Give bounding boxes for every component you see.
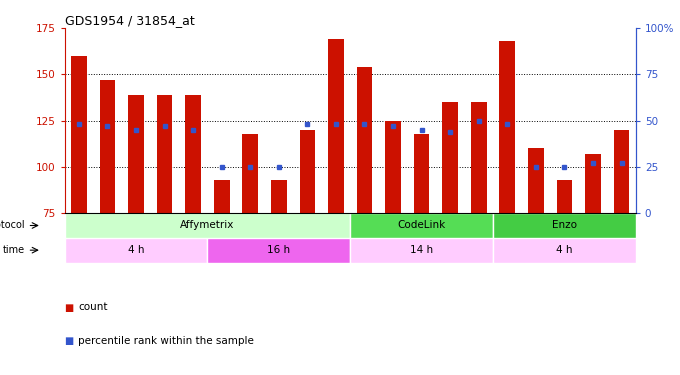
Text: 14 h: 14 h (410, 245, 433, 255)
Bar (350, 213, 493, 238)
Bar (71, 56, 87, 213)
Bar (528, 148, 544, 213)
Bar (128, 95, 144, 213)
Bar (65, 238, 207, 262)
Bar (493, 213, 636, 238)
Bar (156, 95, 173, 213)
Bar (242, 134, 258, 213)
Text: Affymetrix: Affymetrix (180, 220, 235, 231)
Text: Enzo: Enzo (552, 220, 577, 231)
Bar (356, 67, 373, 213)
Bar (299, 130, 316, 213)
Bar (556, 180, 573, 213)
Bar (328, 39, 344, 213)
Text: percentile rank within the sample: percentile rank within the sample (78, 336, 254, 346)
Bar (585, 154, 601, 213)
Text: time: time (3, 245, 24, 255)
Bar (99, 80, 116, 213)
Bar (413, 134, 430, 213)
Bar (499, 41, 515, 213)
Bar (185, 95, 201, 213)
Bar (385, 121, 401, 213)
Text: CodeLink: CodeLink (398, 220, 445, 231)
Bar (613, 130, 630, 213)
Text: protocol: protocol (0, 220, 24, 231)
Bar (471, 102, 487, 213)
Bar (350, 238, 493, 262)
Text: ■: ■ (65, 336, 74, 346)
Bar (214, 180, 230, 213)
Bar (65, 213, 350, 238)
Text: 4 h: 4 h (556, 245, 573, 255)
Bar (442, 102, 458, 213)
Text: count: count (78, 303, 107, 312)
Text: ■: ■ (65, 303, 74, 312)
Text: GDS1954 / 31854_at: GDS1954 / 31854_at (65, 14, 194, 27)
Bar (271, 180, 287, 213)
Text: 4 h: 4 h (128, 245, 144, 255)
Bar (207, 238, 350, 262)
Text: 16 h: 16 h (267, 245, 290, 255)
Bar (493, 238, 636, 262)
